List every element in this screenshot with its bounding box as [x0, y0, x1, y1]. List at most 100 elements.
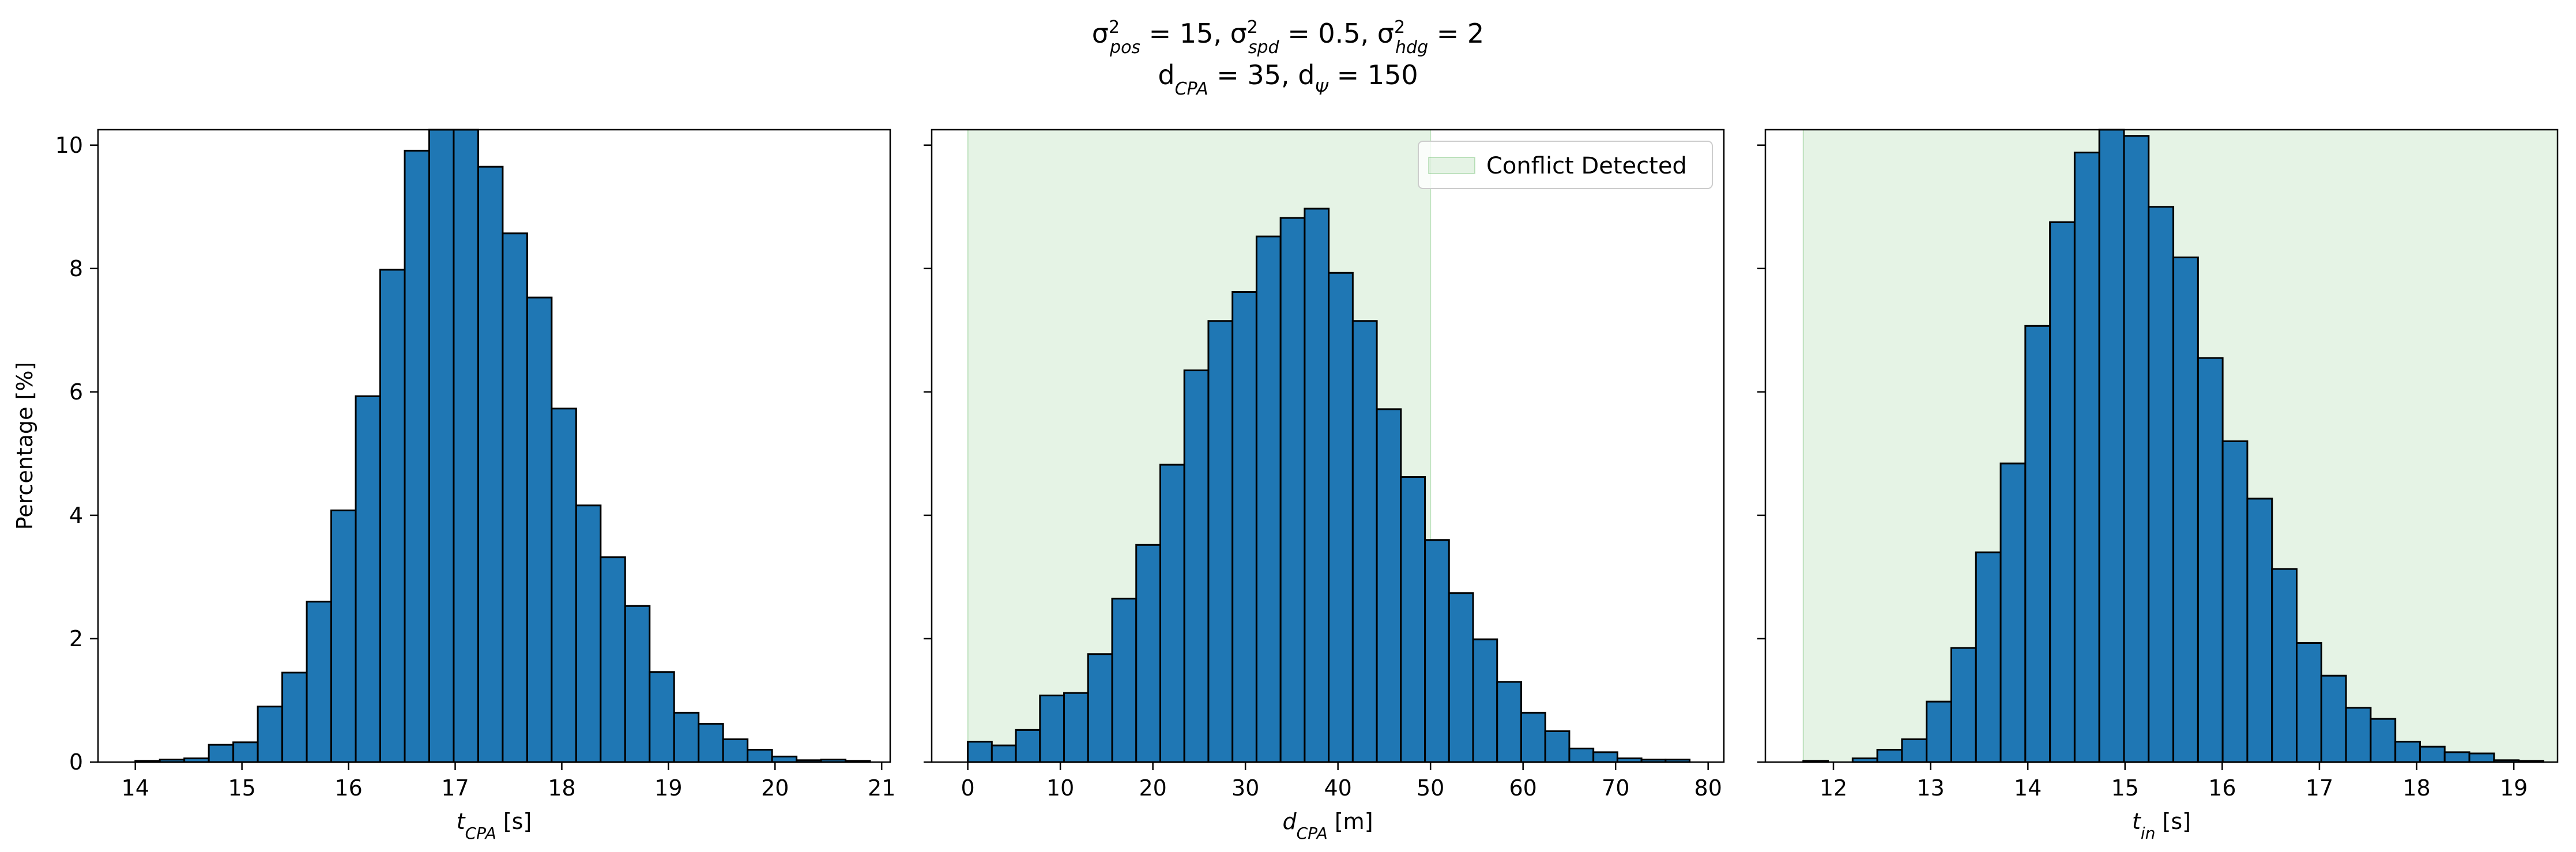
- histogram-bar: [2419, 745, 2446, 763]
- legend-box: [1418, 141, 1713, 189]
- histogram-bar: [1901, 738, 1928, 763]
- histogram-bar: [2197, 357, 2224, 763]
- histogram-bar: [1876, 749, 1903, 763]
- figure-title-line-1: σ2 pos = 15, σ2 spd = 0.5, σ2 hdg = 2: [1092, 17, 1484, 58]
- histogram-bar: [1376, 408, 1402, 763]
- histogram-bar: [1255, 235, 1282, 763]
- x-tick-label: 17: [441, 775, 469, 801]
- histogram-bar: [1351, 320, 1378, 763]
- histogram-bar: [208, 744, 235, 763]
- histogram-bar: [722, 738, 749, 763]
- y-tick-label: 2: [69, 626, 83, 651]
- histogram-bar: [232, 741, 259, 763]
- x-tick-label: 20: [761, 775, 789, 801]
- histogram-bar: [1183, 369, 1210, 763]
- x-tick-label: 30: [1231, 775, 1259, 801]
- histogram-bar: [1400, 476, 1426, 763]
- histogram-bar: [1279, 217, 1306, 763]
- x-axis-label: dCPA [m]: [1282, 809, 1373, 843]
- histogram-bar: [1496, 681, 1522, 763]
- legend-swatch: [1428, 157, 1475, 174]
- histogram-bar: [1015, 729, 1041, 763]
- x-tick-label: 18: [2402, 775, 2430, 801]
- x-tick-label: 80: [1694, 775, 1722, 801]
- histogram-bar: [1950, 647, 1977, 763]
- histogram-bar: [747, 749, 773, 763]
- histogram-bar: [2073, 152, 2100, 763]
- histogram-bar: [330, 509, 357, 763]
- histogram-bar: [673, 711, 700, 763]
- histogram-bars: [1802, 129, 2544, 763]
- histogram-bar: [1328, 272, 1354, 763]
- histogram-bar: [2468, 752, 2495, 763]
- histogram-bar: [1424, 539, 1450, 763]
- histogram-bar: [404, 149, 430, 763]
- histogram-bar: [991, 744, 1017, 763]
- panel-dcpa-histogram: 0 10 20 30 40 50 60 70 80 dCPA [m] Conflict Detect…: [924, 129, 1725, 843]
- y-tick-label: 6: [69, 379, 83, 405]
- histogram-bar: [2123, 135, 2150, 763]
- histogram-bar: [2443, 751, 2470, 763]
- x-tick-label: 14: [2014, 775, 2042, 801]
- histogram-bar: [2246, 497, 2273, 763]
- histogram-bar: [771, 755, 798, 763]
- histogram-bar: [2320, 674, 2347, 763]
- x-tick-label: 20: [1139, 775, 1166, 801]
- histogram-bar: [1063, 692, 1089, 763]
- histogram-bar: [453, 129, 479, 763]
- histogram-bar: [477, 165, 504, 763]
- histogram-bar: [2370, 718, 2397, 763]
- histogram-bars: [134, 129, 871, 763]
- x-tick-label: 40: [1324, 775, 1351, 801]
- histogram-bar: [551, 408, 577, 763]
- histogram-bar: [257, 706, 284, 763]
- x-tick-label: 14: [122, 775, 149, 801]
- histogram-bar: [1111, 597, 1138, 763]
- histogram-bar: [2296, 642, 2322, 763]
- x-tick-label: 18: [548, 775, 575, 801]
- y-tick-label: 4: [69, 503, 83, 528]
- axes-frame: [97, 129, 891, 763]
- histogram-bar: [2049, 221, 2076, 763]
- x-tick-label: 13: [1916, 775, 1944, 801]
- histogram-bar: [2271, 568, 2298, 763]
- histogram-bar: [1039, 694, 1065, 763]
- histogram-bar: [624, 605, 651, 763]
- y-tick-label: 8: [69, 256, 83, 281]
- axes-frame: [931, 129, 1725, 763]
- histogram-bar: [2221, 440, 2249, 763]
- x-tick-label: 0: [961, 775, 975, 801]
- histogram-bar: [1999, 462, 2027, 763]
- panel-tcpa-histogram: 14 15 16 17 18 19 20 21 0 2 4 6 8 10 tCPA [s] Percentag…: [12, 129, 895, 843]
- histogram-bar: [379, 269, 406, 763]
- figure-title-line-2: dCPA = 35, dΨ = 150: [1158, 59, 1418, 99]
- histogram-bar: [1159, 463, 1185, 763]
- histogram-bar: [2024, 325, 2051, 763]
- histogram-bar: [575, 504, 602, 763]
- histogram-bar: [649, 671, 675, 763]
- x-tick-label: 19: [654, 775, 682, 801]
- histogram-bar: [1544, 730, 1571, 763]
- y-axis-label: Percentage [%]: [12, 362, 37, 530]
- x-tick-label: 10: [1046, 775, 1074, 801]
- x-tick-label: 17: [2306, 775, 2333, 801]
- histogram-bar: [2345, 707, 2372, 763]
- histogram-bar: [1568, 747, 1595, 763]
- histogram-bar: [2098, 129, 2125, 763]
- histogram-bar: [967, 741, 993, 763]
- histogram-bar: [1592, 751, 1618, 763]
- x-tick-label: 19: [2500, 775, 2528, 801]
- histogram-bar: [2172, 257, 2199, 763]
- histogram-bar: [1472, 638, 1498, 763]
- y-tick-label: 10: [55, 133, 83, 158]
- histogram-bar: [526, 296, 553, 763]
- x-tick-label: 12: [1820, 775, 1847, 801]
- histogram-bar: [428, 129, 455, 763]
- histogram-bar: [1926, 700, 1952, 763]
- x-tick-label: 21: [868, 775, 895, 801]
- histogram-bar: [2394, 741, 2421, 763]
- x-tick-label: 15: [2111, 775, 2139, 801]
- histogram-bar: [1520, 711, 1546, 763]
- panel-tin-histogram: 12 13 14 15 16 17 18 19 tin [s]: [1757, 129, 2559, 843]
